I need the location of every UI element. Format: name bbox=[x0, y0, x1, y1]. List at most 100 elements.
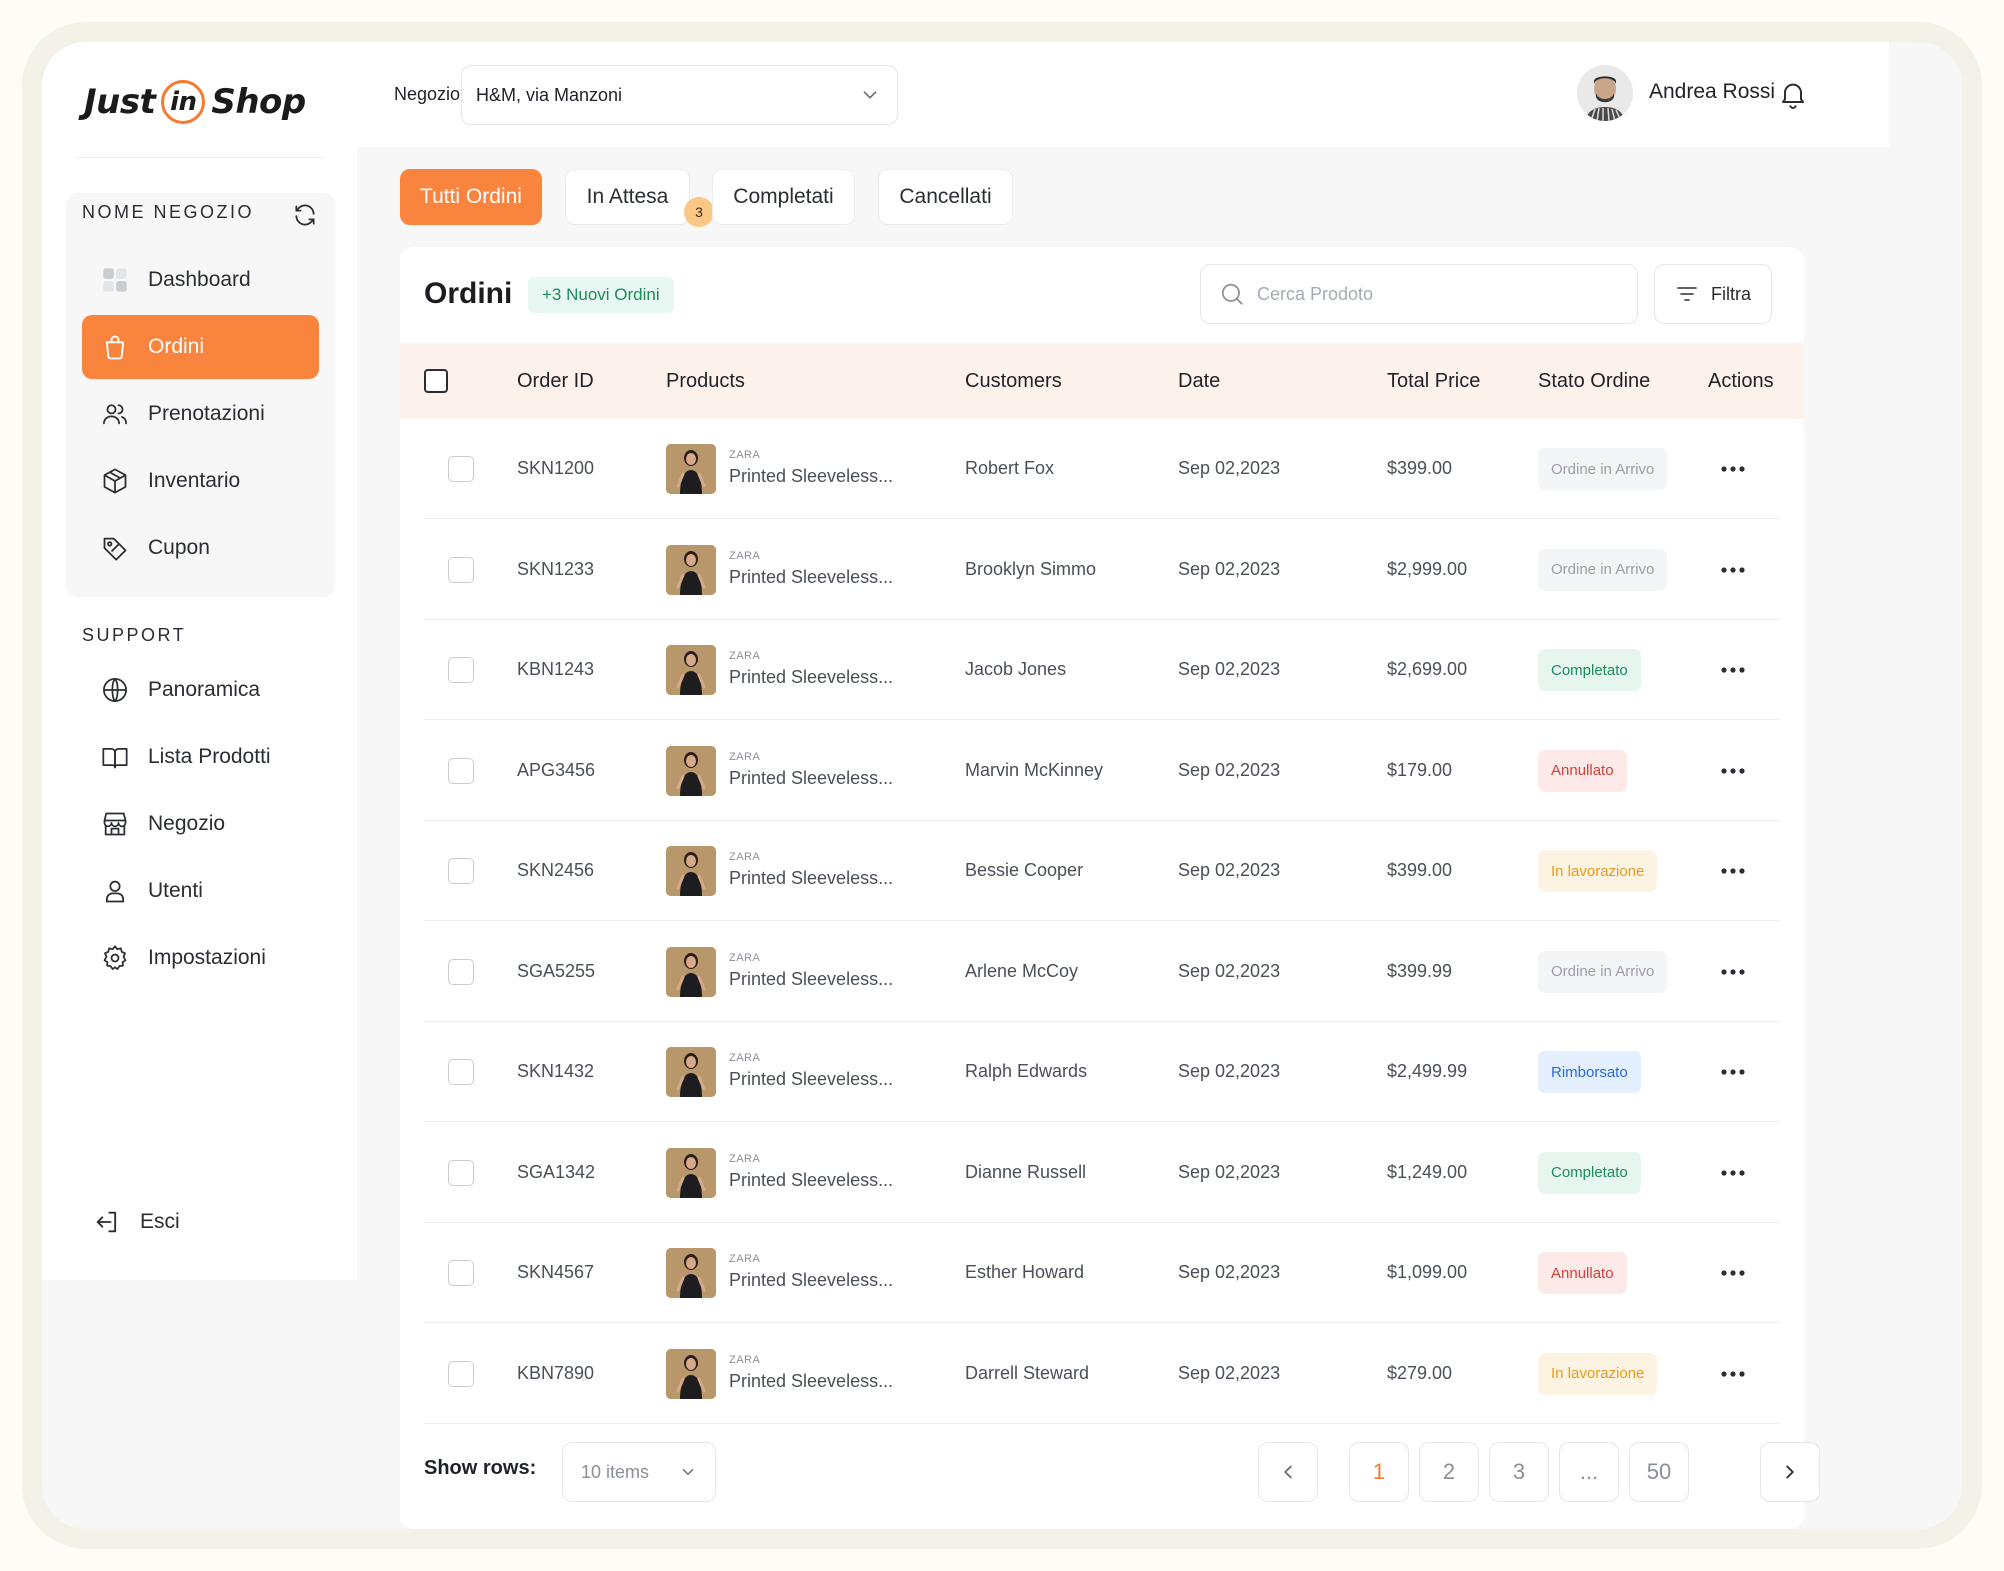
product-brand: ZARA bbox=[729, 951, 761, 964]
more-actions-icon[interactable] bbox=[1718, 960, 1748, 984]
more-actions-icon[interactable] bbox=[1718, 859, 1748, 883]
sidebar-item-lista-prodotti[interactable]: Lista Prodotti bbox=[82, 725, 319, 789]
more-actions-icon[interactable] bbox=[1718, 558, 1748, 582]
order-total: $399.99 bbox=[1387, 960, 1453, 981]
row-checkbox[interactable] bbox=[448, 1159, 474, 1186]
logout-label: Esci bbox=[140, 1210, 180, 1233]
table-row[interactable]: SGA1342 ZARA Printed Sleeveless... Dianne R… bbox=[424, 1123, 1780, 1223]
sidebar-item-dashboard[interactable]: Dashboard bbox=[82, 248, 319, 312]
more-actions-icon[interactable] bbox=[1718, 759, 1748, 783]
sidebar-item-panoramica[interactable]: Panoramica bbox=[82, 658, 319, 722]
customer-name: Marvin McKinney bbox=[965, 759, 1104, 780]
table-row[interactable]: SKN4567 ZARA Printed Sleeveless... Esther H… bbox=[424, 1223, 1780, 1323]
sidebar-item-inventario[interactable]: Inventario bbox=[82, 449, 319, 513]
page-button-50[interactable]: 50 bbox=[1629, 1442, 1689, 1502]
table-row[interactable]: SKN1200 ZARA Printed Sleeveless... Robert F… bbox=[424, 419, 1780, 519]
sidebar-item-label: Negozio bbox=[148, 812, 226, 835]
sidebar-item-label: Impostazioni bbox=[148, 946, 266, 969]
order-total: $2,499.99 bbox=[1387, 1061, 1468, 1081]
column-header[interactable]: Total Price bbox=[1387, 370, 1481, 392]
sidebar-item-impostazioni[interactable]: Impostazioni bbox=[82, 926, 319, 990]
select-all-checkbox[interactable] bbox=[424, 369, 448, 393]
tab-in-attesa[interactable]: In Attesa bbox=[565, 169, 690, 225]
search-input[interactable]: Cerca Prodoto bbox=[1200, 264, 1638, 324]
top-bar: Negozio H&M, via Manzoni Andrea Rossi bbox=[357, 42, 1889, 147]
page-button-3[interactable]: 3 bbox=[1489, 1442, 1549, 1502]
sidebar-item-label: Lista Prodotti bbox=[148, 745, 271, 768]
sidebar-item-prenotazioni[interactable]: Prenotazioni bbox=[82, 382, 319, 446]
avatar[interactable] bbox=[1577, 65, 1633, 121]
product-name[interactable]: Printed Sleeveless... bbox=[729, 868, 894, 888]
row-checkbox[interactable] bbox=[448, 657, 474, 683]
logout-button[interactable]: Esci bbox=[74, 1190, 311, 1254]
more-actions-icon[interactable] bbox=[1718, 658, 1748, 682]
product-name[interactable]: Printed Sleeveless... bbox=[729, 1370, 894, 1391]
prev-page-button[interactable] bbox=[1258, 1442, 1318, 1502]
product-name[interactable]: Printed Sleeveless... bbox=[729, 968, 894, 989]
row-checkbox[interactable] bbox=[448, 456, 474, 482]
table-row[interactable]: SKN2456 ZARA Printed Sleeveless... Bessie C… bbox=[424, 821, 1780, 921]
logo[interactable]: Just in Shop bbox=[84, 72, 344, 132]
bell-icon[interactable] bbox=[1777, 78, 1809, 110]
order-id: SGA1342 bbox=[517, 1161, 596, 1182]
order-total: $399.00 bbox=[1387, 458, 1453, 478]
product-name[interactable]: Printed Sleeveless... bbox=[729, 1169, 894, 1190]
status-badge: Rimborsato bbox=[1538, 1051, 1641, 1093]
column-header[interactable]: Products bbox=[666, 370, 745, 392]
table-header: Order ID Products Customers Date Total P… bbox=[400, 343, 1804, 419]
table-row[interactable]: SKN1233 ZARA Printed Sleeveless... Brooklyn… bbox=[424, 520, 1780, 620]
product-name[interactable]: Printed Sleeveless... bbox=[729, 1069, 894, 1089]
user-name: Andrea Rossi bbox=[1649, 80, 1776, 103]
sidebar-item-ordini[interactable]: Ordini bbox=[82, 315, 319, 379]
row-checkbox[interactable] bbox=[448, 1059, 474, 1085]
row-checkbox[interactable] bbox=[448, 1260, 474, 1286]
tab-tutti-ordini[interactable]: Tutti Ordini bbox=[400, 169, 542, 225]
tab-completati[interactable]: Completati bbox=[712, 169, 855, 225]
table-row[interactable]: KBN1243 ZARA Printed Sleeveless... Jacob Jo… bbox=[424, 620, 1780, 720]
customer-name: Brooklyn Simmo bbox=[965, 558, 1097, 579]
column-header[interactable]: Order ID bbox=[517, 370, 594, 392]
store-select[interactable]: H&M, via Manzoni bbox=[461, 65, 898, 125]
refresh-icon[interactable] bbox=[292, 202, 318, 228]
table-row[interactable]: APG3456 ZARA Printed Sleeveless... Marvin M… bbox=[424, 721, 1780, 821]
app-window: Just in Shop NOME NEGOZIO Dashboard Ordi… bbox=[42, 42, 1962, 1529]
more-actions-icon[interactable] bbox=[1718, 457, 1748, 481]
table-row[interactable]: SGA5255 ZARA Printed Sleeveless... Arlene M… bbox=[424, 922, 1780, 1022]
dashboard-icon bbox=[100, 265, 130, 295]
table-row[interactable]: SKN1432 ZARA Printed Sleeveless... Ralph Ed… bbox=[424, 1022, 1780, 1122]
product-name[interactable]: Printed Sleeveless... bbox=[729, 1270, 894, 1290]
sidebar-item-negozio[interactable]: Negozio bbox=[82, 792, 319, 856]
sidebar-item-utenti[interactable]: Utenti bbox=[82, 859, 319, 923]
column-header[interactable]: Customers bbox=[965, 370, 1062, 392]
row-checkbox[interactable] bbox=[448, 1360, 474, 1387]
row-checkbox[interactable] bbox=[448, 958, 474, 985]
product-thumbnail bbox=[666, 1147, 716, 1198]
rows-per-page-select[interactable]: 10 items bbox=[562, 1442, 716, 1502]
more-actions-icon[interactable] bbox=[1718, 1362, 1748, 1386]
tab-cancellati[interactable]: Cancellati bbox=[878, 169, 1013, 225]
product-name[interactable]: Printed Sleeveless... bbox=[729, 767, 894, 788]
column-header[interactable]: Date bbox=[1178, 370, 1221, 392]
sidebar-item-cupon[interactable]: Cupon bbox=[82, 516, 319, 580]
column-header[interactable]: Stato Ordine bbox=[1538, 370, 1651, 392]
order-total: $179.00 bbox=[1387, 759, 1453, 780]
row-checkbox[interactable] bbox=[448, 858, 474, 884]
row-checkbox[interactable] bbox=[448, 757, 474, 784]
more-actions-icon[interactable] bbox=[1718, 1161, 1748, 1185]
page-button-1[interactable]: 1 bbox=[1349, 1442, 1409, 1502]
row-checkbox[interactable] bbox=[448, 556, 474, 583]
next-page-button[interactable] bbox=[1760, 1442, 1820, 1502]
page-ellipsis: ... bbox=[1559, 1442, 1619, 1502]
page-button-2[interactable]: 2 bbox=[1419, 1442, 1479, 1502]
filter-button[interactable]: Filtra bbox=[1654, 264, 1772, 324]
table-row[interactable]: KBN7890 ZARA Printed Sleeveless... Darrell … bbox=[424, 1324, 1780, 1424]
tab-label: Cancellati bbox=[899, 185, 992, 208]
more-actions-icon[interactable] bbox=[1718, 1060, 1748, 1084]
product-thumbnail bbox=[666, 1248, 716, 1298]
chevron-down-icon bbox=[682, 1469, 694, 1476]
product-name[interactable]: Printed Sleeveless... bbox=[729, 667, 894, 687]
product-name[interactable]: Printed Sleeveless... bbox=[729, 566, 894, 587]
more-actions-icon[interactable] bbox=[1718, 1261, 1748, 1285]
filter-icon bbox=[1677, 287, 1697, 301]
product-name[interactable]: Printed Sleeveless... bbox=[729, 466, 894, 486]
